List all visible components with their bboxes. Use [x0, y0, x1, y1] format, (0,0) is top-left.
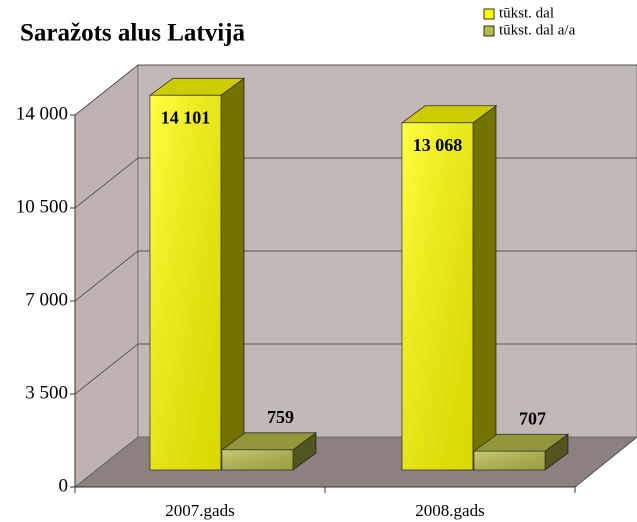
- bar-side-shade: [545, 434, 568, 470]
- data-label: 707: [519, 408, 546, 428]
- bar-top-shade: [402, 105, 496, 123]
- y-tick-label: 14 000: [16, 103, 68, 124]
- bar-side-shade: [473, 105, 496, 470]
- bar-front-shade: [150, 95, 221, 470]
- grid-line: [74, 343, 139, 395]
- grid-line: [74, 157, 139, 209]
- legend-swatch: [483, 8, 495, 20]
- bar: [148, 77, 246, 471]
- bar-top-shade: [474, 434, 568, 452]
- bar: [472, 433, 570, 471]
- chart-title: Saražots alus Latvijā: [20, 20, 246, 47]
- bar-top-shade: [150, 78, 244, 96]
- grid-line: [74, 64, 139, 116]
- legend-swatch: [483, 25, 495, 37]
- floor-edge: [574, 436, 637, 488]
- y-tick-label: 10 500: [16, 196, 68, 217]
- bar-front-shade: [402, 122, 473, 470]
- x-tick-label: 2007.gads: [165, 501, 234, 520]
- bar-top-shade: [222, 432, 316, 450]
- bar-side-shade: [293, 432, 316, 470]
- data-label: 14 101: [161, 107, 211, 127]
- legend-label: tūkst. dal a/a: [499, 22, 576, 38]
- bar-side-shade: [221, 78, 244, 470]
- x-tick-label: 2008.gads: [415, 501, 484, 520]
- legend-label: tūkst. dal: [499, 5, 554, 21]
- data-label: 759: [267, 407, 294, 427]
- bar-front-shade: [474, 451, 545, 470]
- bar: [220, 432, 318, 471]
- grid-line: [74, 250, 139, 302]
- data-label: 13 068: [413, 135, 463, 155]
- y-tick-label: 7 000: [25, 289, 68, 310]
- y-tick-label: 0: [59, 475, 69, 496]
- bar-front-shade: [222, 449, 293, 470]
- bar: [400, 104, 498, 471]
- y-tick-label: 3 500: [25, 382, 68, 403]
